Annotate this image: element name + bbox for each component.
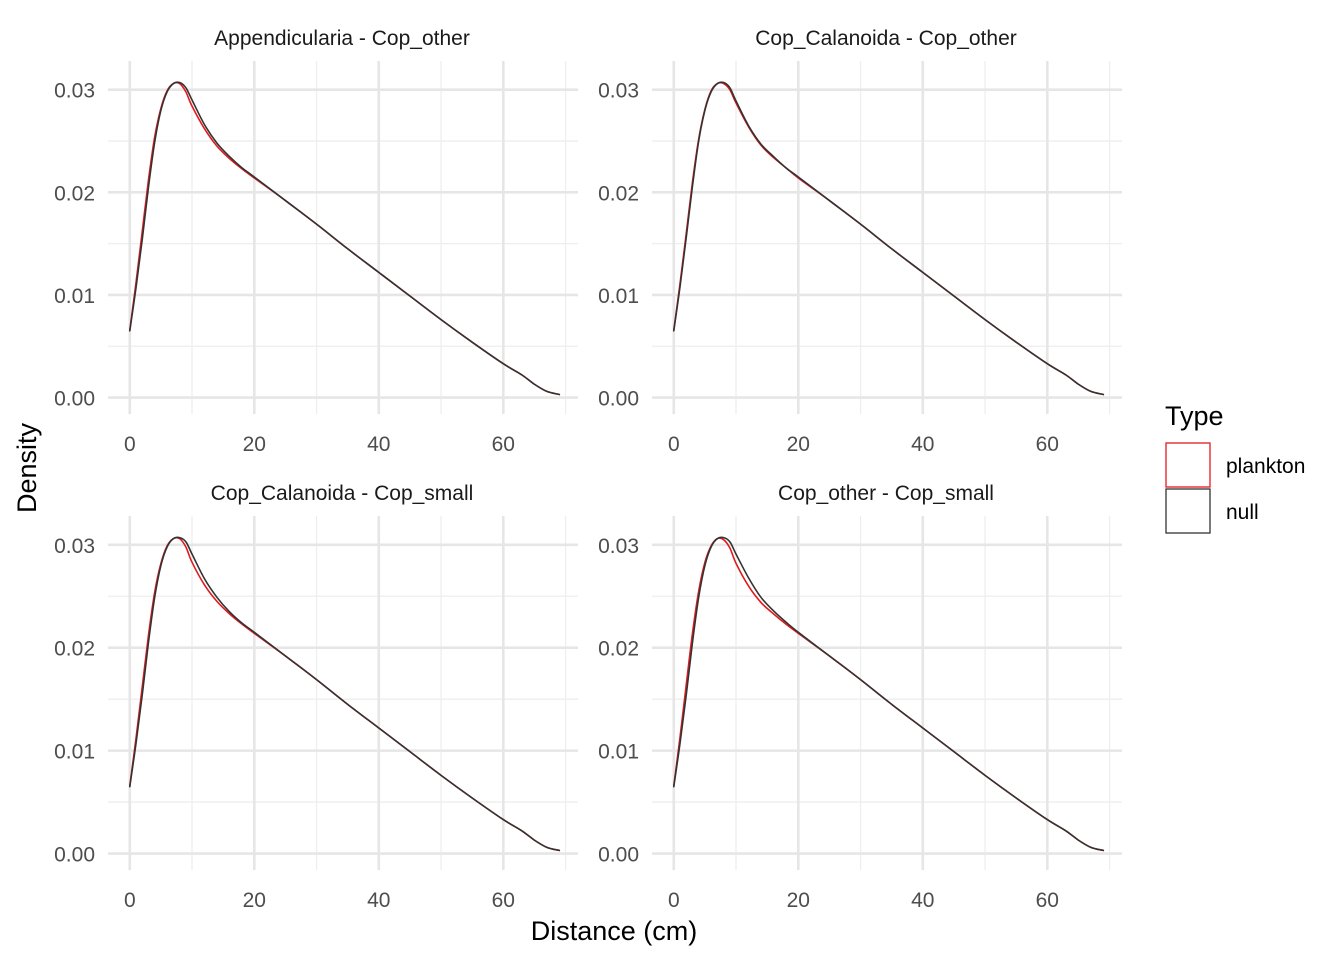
x-tick-label: 0 bbox=[668, 889, 680, 912]
y-tick-label: 0.00 bbox=[598, 844, 639, 867]
x-tick-label: 20 bbox=[787, 433, 810, 456]
facet-title: Appendicularia - Cop_other bbox=[214, 27, 470, 50]
facet-panels: Appendicularia - Cop_other 0 20 40 60 0.00 0.0… bbox=[54, 27, 1122, 912]
y-tick-label: 0.02 bbox=[598, 182, 639, 205]
x-tick-label: 40 bbox=[911, 889, 934, 912]
y-tick-label: 0.03 bbox=[598, 80, 639, 103]
legend-entries: plankton null bbox=[1165, 442, 1305, 534]
x-tick-label: 40 bbox=[911, 433, 934, 456]
legend-entry-plankton: plankton bbox=[1165, 442, 1305, 488]
facet-panel: Appendicularia - Cop_other 0 20 40 60 0.00 0.0… bbox=[54, 27, 578, 456]
x-tick-label: 60 bbox=[1036, 889, 1059, 912]
x-tick-label: 40 bbox=[367, 433, 390, 456]
y-axis-title: Density bbox=[12, 422, 42, 513]
legend-title: Type bbox=[1165, 401, 1224, 431]
x-tick-label: 20 bbox=[243, 433, 266, 456]
legend: Type plankton null bbox=[1165, 401, 1305, 534]
legend-entry-null: null bbox=[1165, 488, 1259, 534]
x-tick-label: 40 bbox=[367, 889, 390, 912]
x-tick-label: 60 bbox=[492, 889, 515, 912]
y-tick-label: 0.01 bbox=[54, 741, 95, 764]
legend-key bbox=[1165, 488, 1211, 534]
y-tick-label: 0.03 bbox=[54, 80, 95, 103]
facet-panel: Cop_Calanoida - Cop_other 0 20 40 60 0.00 0.01… bbox=[598, 27, 1122, 456]
facet-title: Cop_Calanoida - Cop_other bbox=[755, 27, 1017, 50]
x-tick-label: 0 bbox=[124, 433, 136, 456]
y-tick-label: 0.00 bbox=[598, 388, 639, 411]
y-tick-label: 0.02 bbox=[54, 638, 95, 661]
legend-label: null bbox=[1226, 501, 1259, 524]
y-tick-label: 0.02 bbox=[54, 182, 95, 205]
facet-panel: Cop_other - Cop_small 0 20 40 60 0.00 0.01 0.02… bbox=[598, 482, 1122, 912]
y-tick-label: 0.03 bbox=[598, 535, 639, 558]
x-tick-label: 20 bbox=[243, 889, 266, 912]
y-tick-label: 0.02 bbox=[598, 638, 639, 661]
y-tick-label: 0.00 bbox=[54, 388, 95, 411]
facet-title: Cop_Calanoida - Cop_small bbox=[211, 482, 474, 505]
y-tick-label: 0.01 bbox=[598, 741, 639, 764]
density-line-null bbox=[672, 81, 1105, 396]
facet-panel: Cop_Calanoida - Cop_small 0 20 40 60 0.00 0.01… bbox=[54, 482, 578, 912]
legend-label: plankton bbox=[1226, 455, 1305, 478]
y-tick-label: 0.03 bbox=[54, 535, 95, 558]
x-tick-label: 0 bbox=[124, 889, 136, 912]
x-tick-label: 0 bbox=[668, 433, 680, 456]
y-tick-label: 0.01 bbox=[54, 285, 95, 308]
x-tick-label: 60 bbox=[492, 433, 515, 456]
x-tick-label: 60 bbox=[1036, 433, 1059, 456]
density-line-null bbox=[128, 81, 561, 396]
y-tick-label: 0.01 bbox=[598, 285, 639, 308]
facet-title: Cop_other - Cop_small bbox=[778, 482, 994, 505]
density-line-null bbox=[672, 536, 1105, 852]
legend-key bbox=[1165, 442, 1211, 488]
x-tick-label: 20 bbox=[787, 889, 810, 912]
y-tick-label: 0.00 bbox=[54, 844, 95, 867]
density-line-null bbox=[128, 536, 561, 852]
x-axis-title: Distance (cm) bbox=[531, 916, 698, 946]
